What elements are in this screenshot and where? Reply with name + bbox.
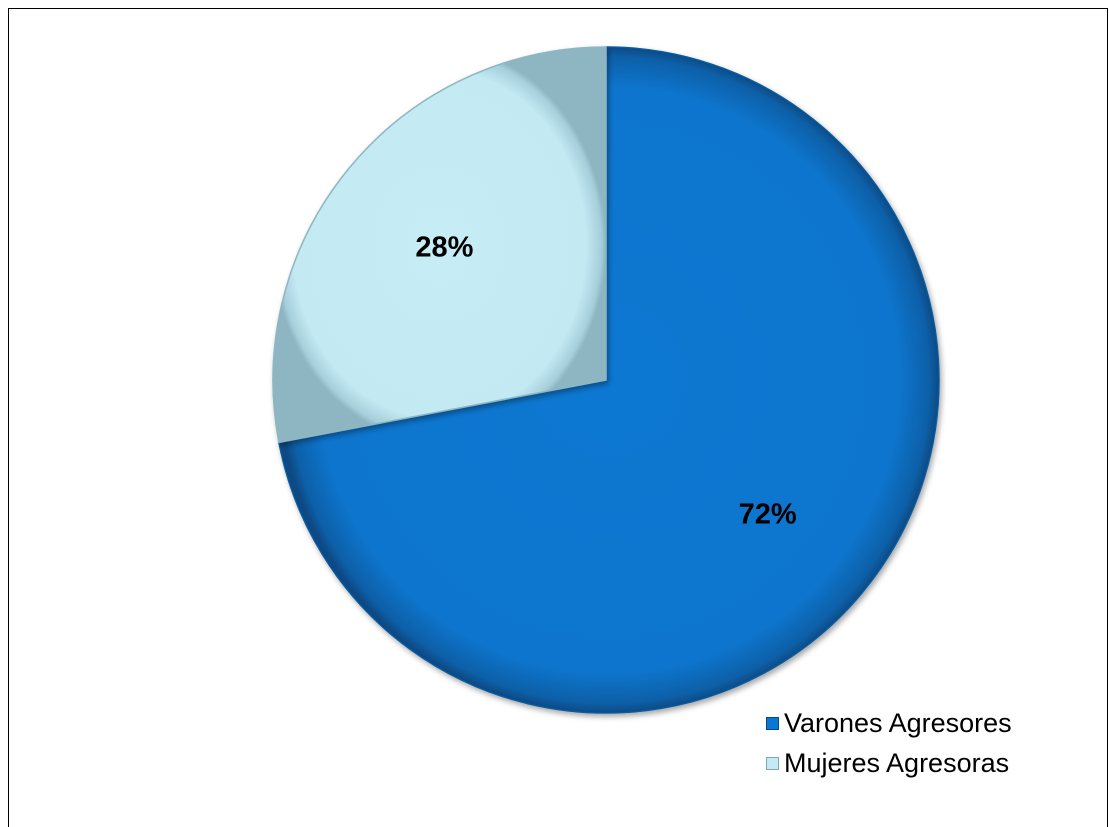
pie-slice-mujeres [272,46,607,444]
pie-slices [272,46,940,714]
legend-label-varones: Varones Agresores [784,707,1012,738]
data-label-varones: 72% [739,499,797,531]
legend: Varones Agresores Mujeres Agresoras [766,703,1012,783]
pie-slice-varones [278,46,940,714]
data-label-mujeres: 28% [415,231,473,263]
legend-swatch-mujeres [766,756,779,770]
legend-swatch-varones [766,716,779,730]
legend-label-mujeres: Mujeres Agresoras [784,747,1010,778]
legend-item-mujeres: Mujeres Agresoras [766,743,1012,783]
pie-labels: 72% 28% [415,231,797,530]
legend-item-varones: Varones Agresores [766,703,1012,743]
